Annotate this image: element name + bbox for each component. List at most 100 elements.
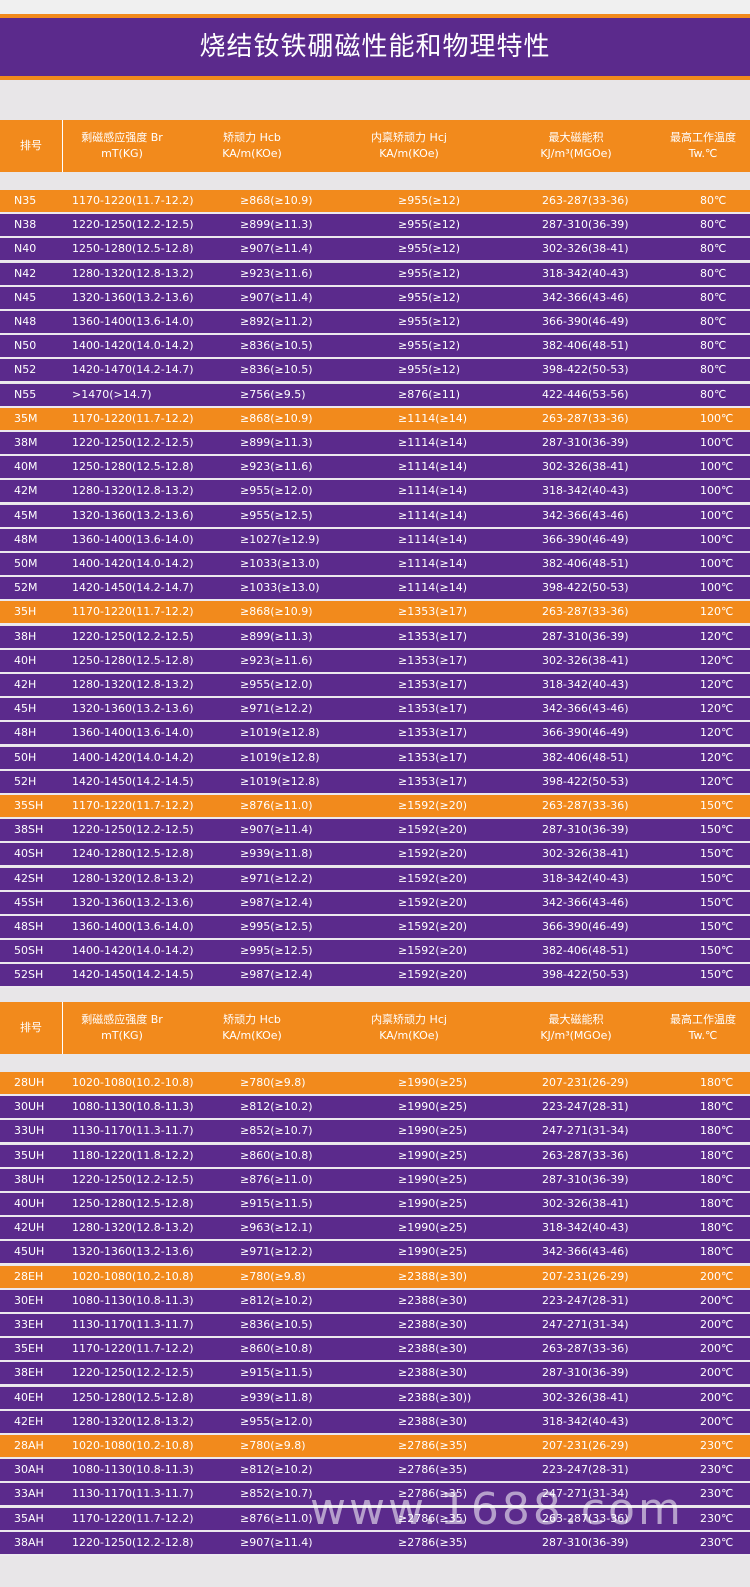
cell-tw: 230℃ [700,1511,734,1525]
cell-hcb: ≥876(≥11.0) [240,1172,313,1186]
cell-hcb: ≥1019(≥12.8) [240,750,320,764]
cell-hcj: ≥1990(≥25) [398,1197,468,1210]
cell-g: 52H [14,774,37,788]
cell-br: 1320-1360(13.2-13.6) [72,508,194,522]
cell-br: 1320-1360(13.2-13.6) [72,290,194,304]
cell-hcj: ≥1990(≥25) [398,1100,468,1114]
cell-br: 1220-1250(12.2-12.5) [72,1366,194,1380]
cell-tw: 200℃ [700,1366,734,1380]
cell-g: 40M [14,460,38,474]
cell-g: 35M [14,411,38,425]
cell-tw: 120℃ [700,750,734,764]
cell-hcb: ≥756(≥9.5) [240,387,306,401]
cell-br: 1420-1450(14.2-14.7) [72,581,194,595]
cell-hcb: ≥939(≥11.8) [240,1390,313,1404]
cell-bh: 318-342(40-43) [542,678,629,691]
cell-bh: 223-247(28-31) [542,1100,629,1114]
table-row: 35H 1170-1220(11.7-12.2) ≥868(≥10.9) ≥1353(… [0,601,750,626]
header-label: 剩磁感应强度 Br [81,131,163,144]
cell-br: 1280-1320(12.8-13.2) [72,1221,194,1235]
table-row: 40EH 1250-1280(12.5-12.8) ≥939(≥11.8) ≥2388… [0,1386,750,1411]
cell-br: 1170-1220(11.7-12.2) [72,1342,194,1356]
table-header-2: 排号 剩磁感应强度 Br mT(KG) 矫顽力 Hcb KA/m(KOe) 内禀矫顽力 H… [0,1002,750,1054]
cell-g: N48 [14,315,37,328]
cell-br: 1320-1360(13.2-13.6) [72,702,194,716]
cell-br: 1080-1130(10.8-11.3) [72,1293,194,1307]
table-row: 52H 1420-1450(14.2-14.5) ≥1019(≥12.8) ≥1353… [0,770,750,795]
cell-hcb: ≥987(≥12.4) [240,895,313,909]
cell-hcb: ≥955(≥12.5) [240,508,313,522]
cell-br: 1020-1080(10.2-10.8) [72,1439,194,1452]
cell-bh: 318-342(40-43) [542,871,629,885]
cell-hcj: ≥1990(≥25) [398,1245,468,1259]
table-row: 48SH 1360-1400(13.6-14.0) ≥995(≥12.5) ≥1592… [0,916,750,940]
table-row: 35UH 1180-1220(11.8-12.2) ≥860(≥10.8) ≥1990… [0,1144,750,1169]
table-row: 40UH 1250-1280(12.5-12.8) ≥915(≥11.5) ≥1990… [0,1193,750,1217]
table-row: N45 1320-1360(13.2-13.6) ≥907(≥11.4) ≥955(≥… [0,286,750,311]
cell-hcb: ≥899(≥11.3) [240,218,313,232]
cell-bh: 247-271(31-34) [542,1124,629,1138]
cell-hcb: ≥812(≥10.2) [240,1293,313,1307]
cell-br: 1400-1420(14.0-14.2) [72,750,194,764]
header-br: 剩磁感应强度 Br mT(KG) [62,1002,182,1054]
cell-tw: 150℃ [700,799,734,812]
cell-hcj: ≥2786(≥35) [398,1487,468,1501]
cell-g: 30UH [14,1100,45,1114]
cell-br: 1130-1170(11.3-11.7) [72,1124,194,1138]
cell-hcb: ≥876(≥11.0) [240,1511,313,1525]
table-row: 42M 1280-1320(12.8-13.2) ≥955(≥12.0) ≥1114(… [0,480,750,505]
cell-tw: 120℃ [700,605,734,619]
cell-tw: 180℃ [700,1197,734,1210]
header-label: 最高工作温度 [670,1013,736,1026]
cell-hcb: ≥907(≥11.4) [240,1535,313,1549]
cell-hcj: ≥955(≥12) [398,194,461,207]
cell-bh: 366-390(46-49) [542,726,629,740]
table-row: 40M 1250-1280(12.5-12.8) ≥923(≥11.6) ≥1114(… [0,456,750,481]
cell-hcj: ≥1990(≥25) [398,1172,468,1186]
cell-tw: 100℃ [700,484,734,498]
cell-hcb: ≥907(≥11.4) [240,290,313,304]
cell-hcb: ≥995(≥12.5) [240,920,313,933]
cell-g: 38M [14,436,38,449]
cell-tw: 180℃ [700,1124,734,1138]
table-row: 45M 1320-1360(13.2-13.6) ≥955(≥12.5) ≥1114(… [0,504,750,529]
top-accent-line [0,14,750,18]
table-row: 35AH 1170-1220(11.7-12.2) ≥876(≥11.0) ≥2786… [0,1507,750,1532]
header-label: KJ/m³(MGOe) [540,147,612,160]
cell-g: N55 [14,387,37,401]
cell-hcb: ≥868(≥10.9) [240,605,313,619]
header-label: KA/m(KOe) [379,147,439,160]
table-row: 50SH 1400-1420(14.0-14.2) ≥995(≥12.5) ≥1592… [0,940,750,965]
header-label: 最高工作温度 [670,131,736,144]
header-label: 最大磁能积 [548,131,604,144]
table-row: 38M 1220-1250(12.2-12.5) ≥899(≥11.3) ≥1114(… [0,432,750,456]
cell-hcb: ≥852(≥10.7) [240,1124,313,1138]
cell-hcb: ≥907(≥11.4) [240,823,313,837]
header-bh: 最大磁能积 KJ/m³(MGOe) [496,1002,656,1054]
cell-hcb: ≥987(≥12.4) [240,968,313,982]
table-row: 42UH 1280-1320(12.8-13.2) ≥963(≥12.1) ≥1990… [0,1217,750,1242]
cell-bh: 287-310(36-39) [542,1366,629,1380]
header-label: mT(KG) [101,1029,143,1042]
table-row: N38 1220-1250(12.2-12.5) ≥899(≥11.3) ≥955(≥… [0,214,750,239]
cell-hcj: ≥955(≥12) [398,363,461,377]
table-row: N48 1360-1400(13.6-14.0) ≥892(≥11.2) ≥955(≥… [0,311,750,335]
cell-g: N40 [14,242,37,256]
cell-br: 1250-1280(12.5-12.8) [72,242,194,256]
cell-hcj: ≥1353(≥17) [398,678,468,691]
table-row: 35SH 1170-1220(11.7-12.2) ≥876(≥11.0) ≥1592… [0,795,750,819]
cell-hcb: ≥836(≥10.5) [240,363,313,377]
cell-hcb: ≥963(≥12.1) [240,1221,313,1235]
cell-g: N52 [14,363,37,377]
cell-br: 1130-1170(11.3-11.7) [72,1318,194,1331]
header-label: KJ/m³(MGOe) [540,1029,612,1042]
cell-tw: 230℃ [700,1439,734,1452]
cell-tw: 200℃ [700,1293,734,1307]
table-row: 30EH 1080-1130(10.8-11.3) ≥812(≥10.2) ≥2388… [0,1289,750,1314]
cell-hcj: ≥1114(≥14) [398,581,468,595]
table-row: 52M 1420-1450(14.2-14.7) ≥1033(≥13.0) ≥1114… [0,577,750,602]
cell-g: 35AH [14,1511,44,1525]
header-hcb: 矫顽力 Hcb KA/m(KOe) [182,120,322,172]
table-row: 33UH 1130-1170(11.3-11.7) ≥852(≥10.7) ≥1990… [0,1120,750,1145]
cell-tw: 120℃ [700,702,734,716]
